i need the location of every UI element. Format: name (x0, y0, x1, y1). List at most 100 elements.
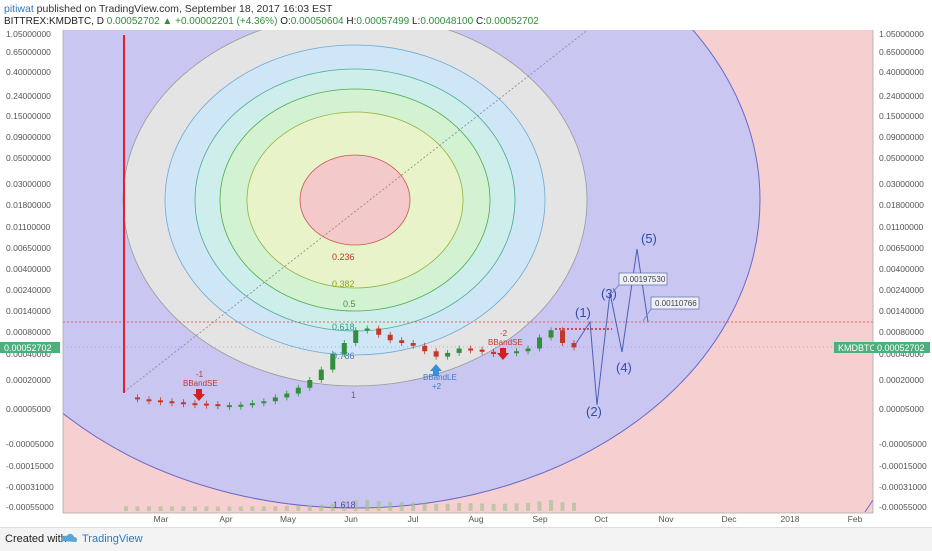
volume-bar (204, 506, 209, 511)
y-tick-right: 0.00140000 (879, 306, 924, 316)
fib-label-0382: 0.382 (332, 279, 355, 289)
y-tick-left: 0.01100000 (6, 222, 51, 232)
signal-3-count: -2 (500, 329, 508, 338)
candle-body (491, 351, 497, 354)
y-axis-left: 1.05000000 0.65000000 0.40000000 0.24000000… (6, 29, 54, 512)
x-tick: Sep (532, 514, 547, 524)
x-tick: May (280, 514, 297, 524)
volume-bar (445, 503, 450, 511)
fib-trend-line (123, 30, 589, 393)
candle-body (479, 349, 485, 352)
volume-bar (238, 506, 243, 511)
x-tick: Mar (154, 514, 169, 524)
gridlines (63, 321, 873, 348)
y-tick-left: 0.03000000 (6, 179, 51, 189)
volume-bar (468, 503, 473, 511)
y-tick-left: 0.15000000 (6, 111, 51, 121)
candle-body (445, 352, 451, 357)
y-tick-right: 0.03000000 (879, 179, 924, 189)
candle-body (548, 330, 554, 338)
symbol-tag-text: KMDBTC (838, 343, 877, 353)
volume-bar (572, 502, 576, 511)
symbol-label: BITTREX:KMDBTC, D (4, 16, 105, 27)
volume-bar (526, 503, 531, 511)
price-tag-right-bg (874, 342, 930, 353)
signal-annotations: -1 BBandSE BBandLE +2 -2 BBandSE (183, 329, 523, 401)
y-tick-right: 0.15000000 (879, 111, 924, 121)
y-tick-left: -0.00015000 (6, 461, 54, 471)
y-tick-right: 0.00080000 (879, 327, 924, 337)
signal-2-label: BBandLE (423, 373, 457, 382)
fib-level-labels: 0.236 0.382 0.5 0.618 0.786 1 1.618 (332, 252, 356, 510)
candle-body (571, 343, 577, 348)
price-chart[interactable]: (1) (2) (3) (4) (5) 0.00197530 0.0011076… (0, 0, 932, 527)
wave-labels: (1) (2) (3) (4) (5) (575, 231, 657, 419)
x-tick: Jun (344, 514, 358, 524)
high-label: H: (346, 16, 357, 27)
volume-bar (514, 503, 519, 511)
signal-3-label: BBandSE (488, 338, 523, 347)
candle-body (295, 387, 301, 394)
volume-bar (480, 503, 485, 511)
y-tick-right: 0.65000000 (879, 47, 924, 57)
y-tick-right: 0.09000000 (879, 132, 924, 142)
buy-arrow-1 (430, 364, 442, 376)
volume-bar (342, 502, 347, 511)
callout-box-1 (618, 272, 668, 286)
candle-body (560, 330, 566, 343)
candle-body (537, 337, 543, 349)
volume-bars (124, 499, 576, 511)
callout-text-1: 0.00197530 (623, 275, 666, 284)
volume-bar (135, 506, 140, 511)
volume-bar (549, 500, 554, 511)
close-label: C: (475, 16, 486, 27)
y-tick-right: 0.00005000 (879, 404, 924, 414)
open-label: O: (280, 16, 291, 27)
y-tick-left: 0.24000000 (6, 91, 51, 101)
fib-label-0786: 0.786 (332, 351, 355, 361)
candle-body (468, 348, 474, 351)
y-tick-left: 0.40000000 (6, 67, 51, 77)
sell-arrow-1 (193, 389, 205, 401)
author-link[interactable]: pitiwat (4, 3, 34, 15)
candle-body (330, 354, 336, 370)
y-tick-left: 0.00240000 (6, 285, 51, 295)
wave-label-4: (4) (616, 360, 632, 375)
y-tick-right: 0.00020000 (879, 375, 924, 385)
candle-body (226, 405, 232, 408)
callout-pointer-1 (611, 284, 620, 294)
candle-body (203, 403, 209, 406)
volume-bar (376, 501, 381, 511)
fib-label-0236: 0.236 (332, 252, 355, 262)
price-callouts: 0.00197530 0.00110766 (611, 272, 700, 322)
y-tick-left: 0.65000000 (6, 47, 51, 57)
y-tick-right: 0.24000000 (879, 91, 924, 101)
candle-body (169, 401, 175, 404)
wave-label-2: (2) (586, 404, 602, 419)
candle-body (525, 348, 531, 352)
volume-bar (169, 506, 174, 511)
candle-body (410, 343, 416, 346)
y-tick-left: 0.00040000 (6, 349, 51, 359)
high-value: 0.00057499 (356, 16, 410, 27)
x-tick: Apr (219, 514, 232, 524)
y-tick-right: 0.00040000 (879, 349, 924, 359)
callout-pointer-2 (642, 308, 652, 322)
volume-bar (365, 499, 370, 511)
tradingview-link[interactable]: TradingView (82, 533, 143, 545)
y-tick-left: 0.01800000 (6, 200, 51, 210)
callout-box-2 (650, 296, 700, 310)
volume-bar (434, 503, 439, 511)
low-label: L: (412, 16, 421, 27)
price-tag-right-text: 0.00052702 (877, 343, 925, 353)
fib-label-1: 1 (351, 390, 356, 400)
volume-bar (411, 502, 416, 511)
candle-body (433, 351, 439, 357)
y-tick-right: -0.00031000 (879, 482, 927, 492)
y-tick-right: 0.01800000 (879, 200, 924, 210)
y-tick-left: 0.09000000 (6, 132, 51, 142)
x-tick: Oct (594, 514, 608, 524)
signal-2-count: +2 (432, 382, 442, 391)
candle-body (341, 343, 347, 354)
volume-bar (422, 503, 427, 511)
